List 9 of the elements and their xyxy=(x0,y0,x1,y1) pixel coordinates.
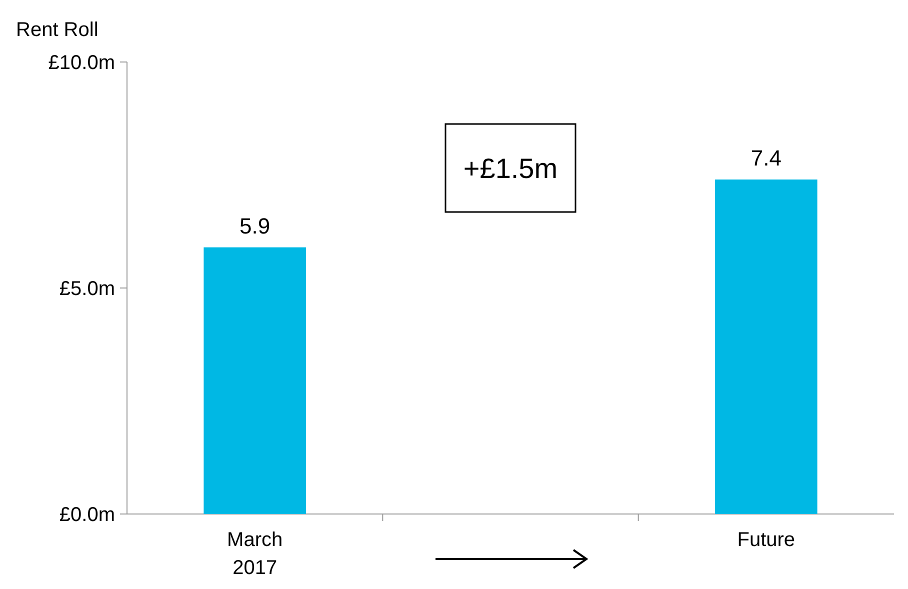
y-tick-label: £10.0m xyxy=(48,52,115,74)
x-tick-label: March 2017 xyxy=(227,529,283,579)
y-tick-label: £0.0m xyxy=(59,504,115,526)
y-axis-title: Rent Roll xyxy=(16,19,98,41)
annotation: +£1.5m xyxy=(463,152,558,184)
y-tick-label: £5.0m xyxy=(59,278,115,300)
data-label: 7.4 xyxy=(750,146,782,171)
data-label: 5.9 xyxy=(240,213,270,238)
x-tick-label: Future xyxy=(737,529,796,551)
